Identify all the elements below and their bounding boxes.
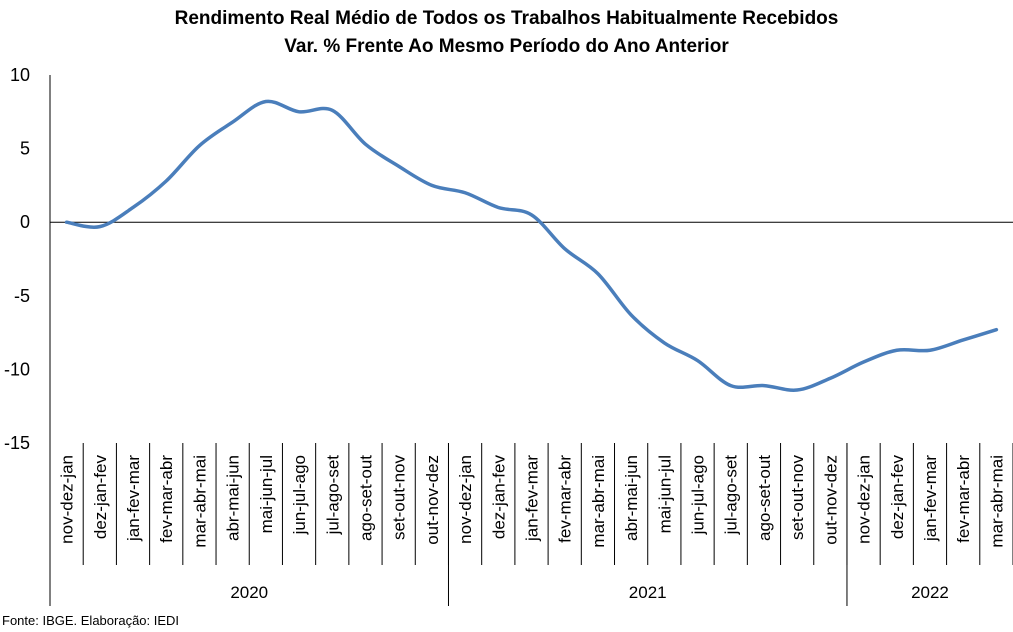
y-tick-label: -10: [4, 359, 30, 379]
x-tick-label: jun-jul-ago: [689, 455, 708, 535]
x-tick-label: jun-jul-ago: [290, 455, 309, 535]
y-tick-label: -5: [14, 286, 30, 306]
chart-title: Rendimento Real Médio de Todos os Trabal…: [174, 8, 839, 29]
x-tick-label: ago-set-out: [356, 455, 375, 541]
x-tick-label: nov-dez-jan: [58, 455, 77, 544]
x-tick-label: dez-jan-fev: [489, 455, 508, 540]
x-tick-label: out-nov-dez: [423, 455, 442, 545]
x-tick-label: nov-dez-jan: [456, 455, 475, 544]
x-tick-label: mai-jun-jul: [655, 455, 674, 533]
x-tick-label: dez-jan-fev: [888, 455, 907, 540]
x-tick-label: ago-set-out: [755, 455, 774, 541]
y-tick-label: 10: [10, 65, 30, 85]
x-tick-label: set-out-nov: [390, 455, 409, 541]
y-tick-label: -15: [4, 433, 30, 453]
x-tick-label: jan-fev-mar: [124, 455, 143, 542]
y-tick-label: 5: [20, 139, 30, 159]
x-tick-label: out-nov-dez: [821, 455, 840, 545]
x-tick-label: jul-ago-set: [323, 455, 342, 536]
x-tick-label: mar-abr-mai: [589, 455, 608, 548]
x-tick-label: mar-abr-mai: [190, 455, 209, 548]
source-note: Fonte: IBGE. Elaboração: IEDI: [2, 613, 180, 628]
y-tick-label: 0: [20, 212, 30, 232]
x-tick-label: mai-jun-jul: [257, 455, 276, 533]
x-tick-label: mar-abr-mai: [987, 455, 1006, 548]
x-tick-label: jan-fev-mar: [523, 455, 542, 542]
group-label: 2020: [230, 583, 268, 602]
x-tick-label: set-out-nov: [788, 455, 807, 541]
chart-subtitle: Var. % Frente Ao Mesmo Período do Ano An…: [284, 36, 729, 57]
x-tick-label: jul-ago-set: [722, 455, 741, 536]
series-line: [64, 99, 999, 392]
group-label: 2021: [629, 583, 667, 602]
x-tick-label: fev-mar-abr: [157, 455, 176, 543]
x-tick-label: abr-mai-jun: [622, 455, 641, 541]
x-tick-label: abr-mai-jun: [224, 455, 243, 541]
x-tick-label: nov-dez-jan: [855, 455, 874, 544]
x-tick-label: fev-mar-abr: [556, 455, 575, 543]
x-tick-label: jan-fev-mar: [921, 455, 940, 542]
x-tick-label: fev-mar-abr: [954, 455, 973, 543]
x-tick-label: dez-jan-fev: [91, 455, 110, 540]
group-label: 2022: [911, 583, 949, 602]
